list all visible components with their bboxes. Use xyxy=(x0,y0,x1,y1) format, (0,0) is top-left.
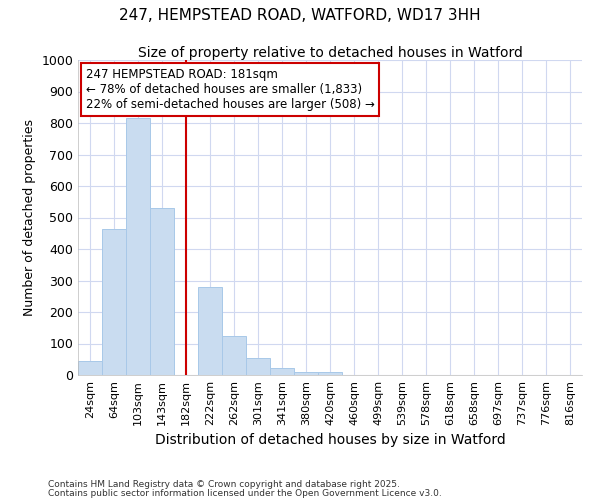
Bar xyxy=(198,287,222,375)
Text: 247, HEMPSTEAD ROAD, WATFORD, WD17 3HH: 247, HEMPSTEAD ROAD, WATFORD, WD17 3HH xyxy=(119,8,481,22)
Bar xyxy=(318,372,342,375)
Bar xyxy=(246,358,270,375)
Bar xyxy=(294,372,318,375)
Bar xyxy=(102,228,126,375)
Bar xyxy=(150,208,174,375)
X-axis label: Distribution of detached houses by size in Watford: Distribution of detached houses by size … xyxy=(155,434,505,448)
Text: Contains public sector information licensed under the Open Government Licence v3: Contains public sector information licen… xyxy=(48,488,442,498)
Bar xyxy=(270,368,294,375)
Bar xyxy=(126,118,150,375)
Bar xyxy=(222,336,246,375)
Title: Size of property relative to detached houses in Watford: Size of property relative to detached ho… xyxy=(137,46,523,60)
Y-axis label: Number of detached properties: Number of detached properties xyxy=(23,119,36,316)
Text: Contains HM Land Registry data © Crown copyright and database right 2025.: Contains HM Land Registry data © Crown c… xyxy=(48,480,400,489)
Text: 247 HEMPSTEAD ROAD: 181sqm
← 78% of detached houses are smaller (1,833)
22% of s: 247 HEMPSTEAD ROAD: 181sqm ← 78% of deta… xyxy=(86,68,374,111)
Bar xyxy=(78,361,102,375)
